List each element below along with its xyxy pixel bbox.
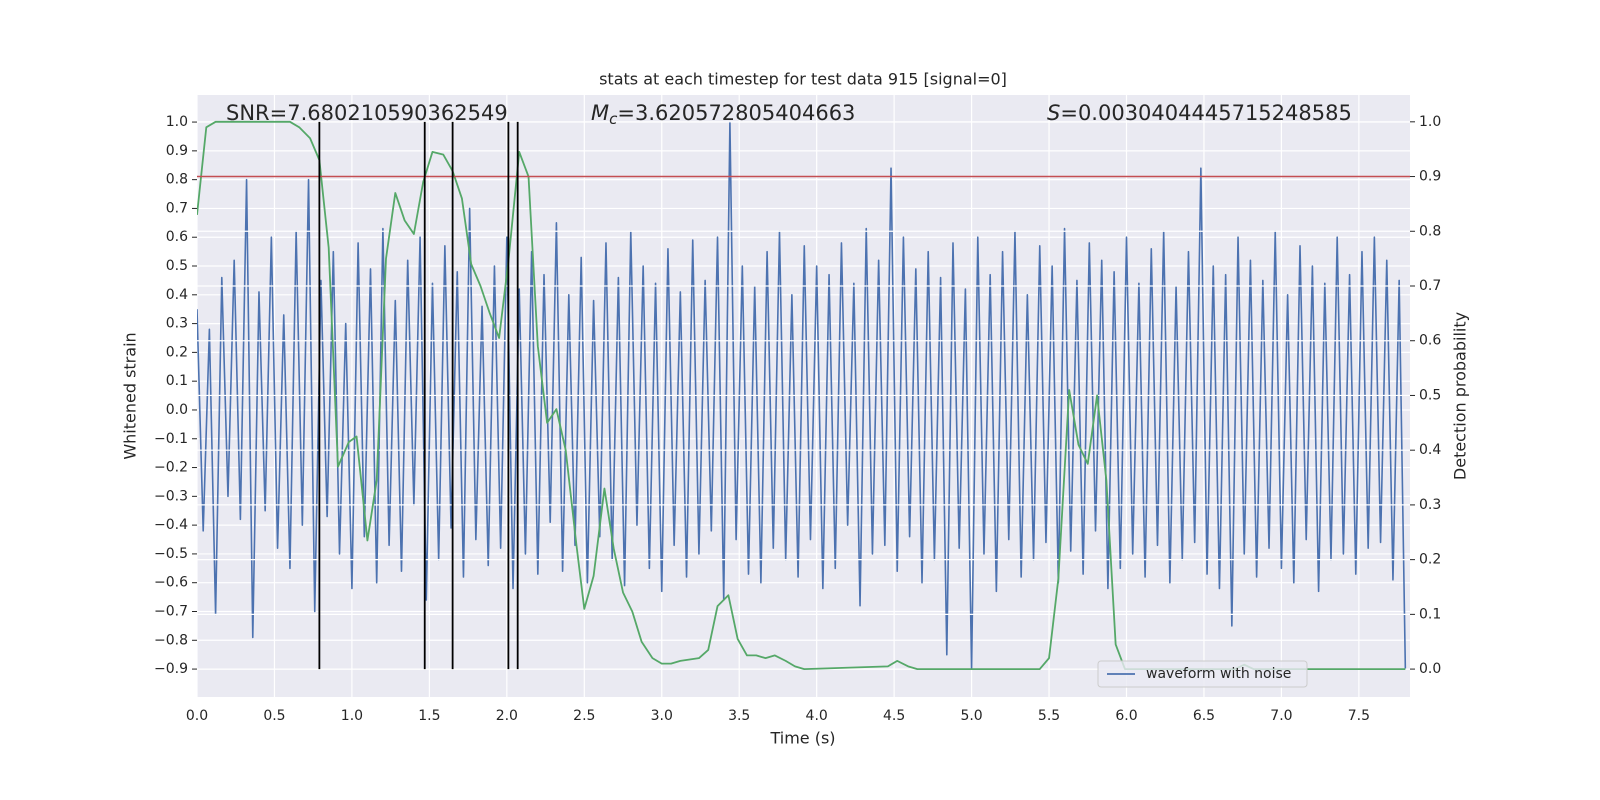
x-tick-label: 7.0 xyxy=(1270,708,1292,724)
y2-tick-label: 0.2 xyxy=(1419,552,1441,568)
x-tick-label: 6.0 xyxy=(1115,708,1137,724)
y-tick-label: 0.2 xyxy=(166,344,188,360)
x-tick-label: 5.0 xyxy=(960,708,982,724)
annotation: SNR=7.680210590362549 xyxy=(226,101,508,125)
y2-axis-label: Detection probability xyxy=(1451,312,1470,480)
y2-tick-label: 1.0 xyxy=(1419,114,1441,130)
x-tick-label: 1.5 xyxy=(418,708,440,724)
y2-tick-label: 0.4 xyxy=(1419,442,1441,458)
x-tick-label: 1.0 xyxy=(341,708,363,724)
y2-tick-label: 0.3 xyxy=(1419,497,1441,513)
x-axis-label: Time (s) xyxy=(769,729,835,748)
y-tick-label: −0.8 xyxy=(154,632,188,648)
y-tick-label: −0.5 xyxy=(154,546,188,562)
x-tick-label: 4.0 xyxy=(806,708,828,724)
y-tick-label: −0.1 xyxy=(154,431,188,447)
y-tick-label: 0.4 xyxy=(166,287,188,303)
y-tick-label: 0.5 xyxy=(166,258,188,274)
y-tick-label: −0.6 xyxy=(154,575,188,591)
y-tick-label: −0.7 xyxy=(154,603,188,619)
chart-title: stats at each timestep for test data 915… xyxy=(599,70,1007,89)
x-tick-label: 2.0 xyxy=(496,708,518,724)
annotation-text: SNR=7.680210590362549 xyxy=(226,101,508,125)
legend-box xyxy=(1097,660,1308,688)
y2-tick-label: 0.1 xyxy=(1419,606,1441,622)
y-tick-label: 0.9 xyxy=(166,143,188,159)
x-tick-label: 5.5 xyxy=(1038,708,1060,724)
y-tick-label: −0.2 xyxy=(154,460,188,476)
x-tick-label: 2.5 xyxy=(573,708,595,724)
y-tick-label: −0.3 xyxy=(154,488,188,504)
annotation-symbol: S xyxy=(1047,101,1060,125)
x-tick-label: 0.5 xyxy=(263,708,285,724)
y-tick-label: 0.7 xyxy=(166,200,188,216)
annotation-text: =3.620572805404663 xyxy=(617,101,855,125)
y-tick-label: 0.0 xyxy=(166,402,188,418)
annotation-text: =0.0030404445715248585 xyxy=(1060,101,1352,125)
y2-tick-label: 0.5 xyxy=(1419,387,1441,403)
x-tick-label: 4.5 xyxy=(883,708,905,724)
plot-content xyxy=(197,121,1407,670)
y-tick-label: 0.6 xyxy=(166,229,188,245)
annotation-symbol: M xyxy=(591,101,609,125)
annotation-subscript: c xyxy=(609,110,618,128)
probability-line xyxy=(197,120,1406,670)
legend-label: waveform with noise xyxy=(1146,666,1291,682)
y-tick-label: 0.1 xyxy=(166,373,188,389)
x-tick-label: 7.5 xyxy=(1348,708,1370,724)
y2-tick-label: 0.7 xyxy=(1419,278,1441,294)
x-tick-label: 3.0 xyxy=(651,708,673,724)
y-tick-label: −0.9 xyxy=(154,661,188,677)
y2-tick-label: 0.9 xyxy=(1419,169,1441,185)
y-tick-label: 0.3 xyxy=(166,316,188,332)
annotation: Mc=3.620572805404663 xyxy=(591,101,855,128)
y2-tick-label: 0.6 xyxy=(1419,333,1441,349)
y2-tick-label: 0.8 xyxy=(1419,223,1441,239)
y-tick-label: 1.0 xyxy=(166,114,188,130)
y-axis-label: Whitened strain xyxy=(121,332,140,459)
y-tick-label: 0.8 xyxy=(166,172,188,188)
y2-tick-label: 0.0 xyxy=(1419,661,1441,677)
legend: waveform with noise xyxy=(1097,660,1308,688)
x-tick-label: 3.5 xyxy=(728,708,750,724)
y-tick-label: −0.4 xyxy=(154,517,188,533)
x-tick-label: 6.5 xyxy=(1193,708,1215,724)
x-tick-label: 0.0 xyxy=(186,708,208,724)
waveform-line xyxy=(197,121,1407,670)
annotation: S=0.0030404445715248585 xyxy=(1047,101,1352,125)
